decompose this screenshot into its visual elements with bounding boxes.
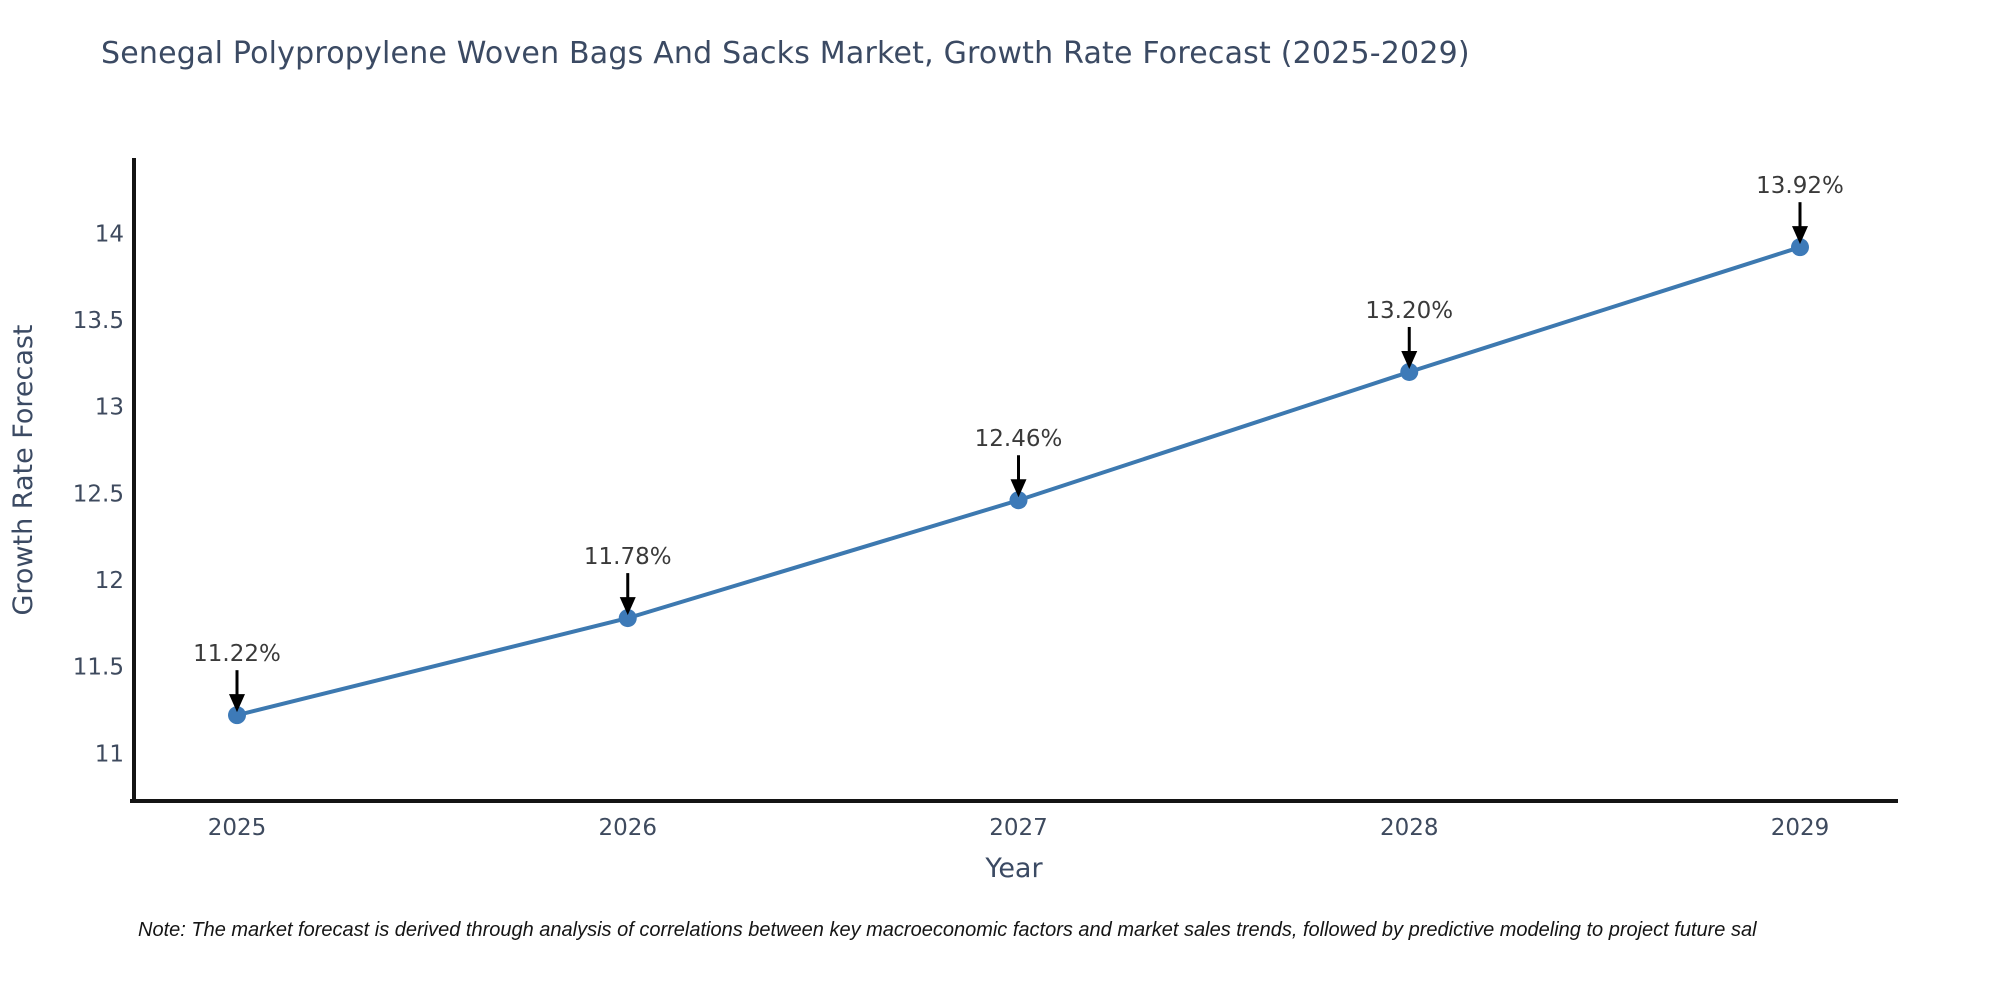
y-tick-label: 12.5 [73,481,124,507]
x-axis-tick-labels: 2025 2026 2027 2028 2029 [208,815,1830,841]
data-point-marker [618,609,637,628]
annotation-arrowhead-icon [1401,350,1418,369]
y-tick-label: 11.5 [73,655,124,681]
data-point-annotations: 11.22% 11.78% 12.46% 13.20% 13.92% [193,173,1844,713]
y-tick-label: 12 [95,568,124,594]
x-tick-label: 2027 [989,815,1048,841]
data-point-label: 11.22% [193,641,281,667]
x-axis-title: Year [984,853,1043,884]
data-point-label: 13.20% [1365,298,1453,324]
y-tick-label: 13.5 [73,308,124,334]
y-axis-title: Growth Rate Forecast [8,324,39,615]
x-tick-label: 2025 [208,815,267,841]
data-point-marker [228,706,246,725]
x-tick-label: 2029 [1771,815,1830,841]
data-point-label: 12.46% [975,426,1063,452]
annotation-arrowhead-icon [619,597,636,616]
annotation-arrowhead-icon [1792,226,1808,245]
annotation-arrowhead-icon [1010,479,1027,498]
footnote: Note: The market forecast is derived thr… [138,919,1757,941]
data-point-label: 13.92% [1756,173,1844,199]
forecast-line-series [228,238,1809,725]
annotation-arrowhead-icon [229,694,245,713]
y-tick-label: 13 [95,395,124,421]
data-point-marker [1791,238,1809,257]
x-tick-label: 2026 [598,815,657,841]
y-tick-label: 11 [95,741,124,767]
x-tick-label: 2028 [1380,815,1439,841]
data-point-marker [1400,362,1419,381]
y-tick-label: 14 [95,221,124,247]
data-point-label: 11.78% [584,544,672,570]
y-axis-tick-labels: 11 11.5 12 12.5 13 13.5 14 [73,221,124,767]
chart-title: Senegal Polypropylene Woven Bags And Sac… [101,36,1470,71]
data-point-marker [1009,491,1028,510]
